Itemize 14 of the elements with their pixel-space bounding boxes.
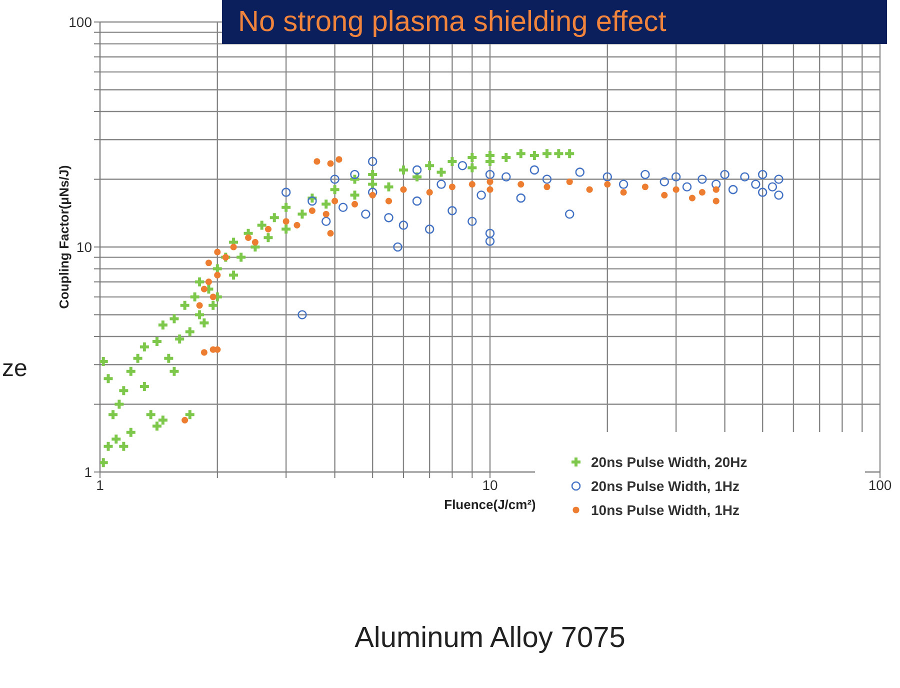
title-banner: No strong plasma shielding effect [222, 0, 887, 44]
legend-label: 20ns Pulse Width, 1Hz [591, 478, 740, 494]
x-tick-label: 10 [482, 476, 498, 493]
y-tick-label: 10 [76, 238, 92, 255]
x-axis-title: Fluence(J/cm²) [444, 497, 536, 512]
text: Aluminum Alloy 7075 [354, 622, 626, 655]
legend-label: 20ns Pulse Width, 20Hz [591, 454, 748, 470]
y-tick-label: 100 [68, 14, 92, 30]
text: ze [2, 355, 28, 383]
x-tick-label: 1 [96, 476, 104, 493]
y-tick-label: 1 [84, 464, 92, 480]
x-tick-label: 100 [868, 476, 892, 493]
legend-label: 10ns Pulse Width, 1Hz [591, 502, 740, 518]
y-axis-title: Coupling Factor(μNs/J) [56, 165, 72, 309]
